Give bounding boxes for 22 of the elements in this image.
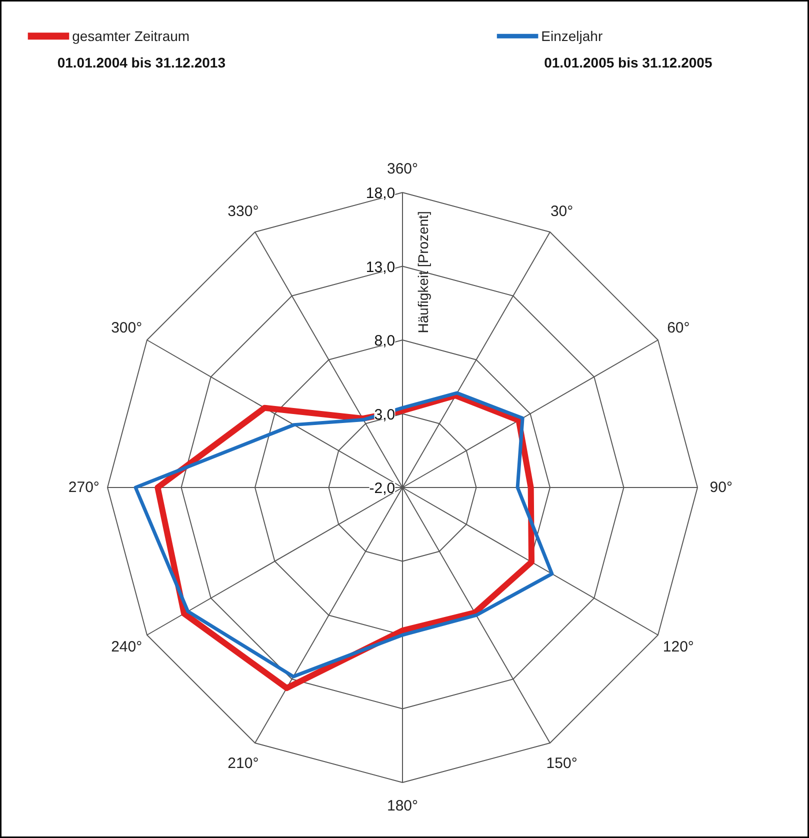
spoke-label: 270° <box>68 479 100 496</box>
spoke-label: 210° <box>228 754 259 772</box>
legend-label: Einzeljahr <box>541 28 603 44</box>
spoke-label: 150° <box>546 754 578 772</box>
spoke-label: 120° <box>662 638 694 656</box>
text: Häufigkeit [Prozent] <box>415 211 432 334</box>
spoke-label: 300° <box>111 320 142 337</box>
spoke-label: 240° <box>111 638 142 656</box>
spoke-label: 330° <box>228 203 259 220</box>
spoke-label: 60° <box>667 320 690 337</box>
y-tick-label: 18,0 <box>366 185 396 202</box>
spoke-label: 180° <box>386 798 418 815</box>
spoke-label: 90° <box>710 479 732 496</box>
y-tick-label: -2,0 <box>369 480 396 497</box>
legend-label: gesamter Zeitraum <box>72 28 190 44</box>
spoke-label: 360° <box>386 160 418 178</box>
text: 01.01.2005 bis 31.12.2005 <box>544 54 712 71</box>
text: 01.01.2004 bis 31.12.2013 <box>57 54 226 71</box>
y-tick-label: 13,0 <box>366 258 396 276</box>
y-tick-label: 8,0 <box>374 332 396 350</box>
spoke-label: 30° <box>550 203 574 220</box>
y-tick-label: 3,0 <box>374 406 396 424</box>
